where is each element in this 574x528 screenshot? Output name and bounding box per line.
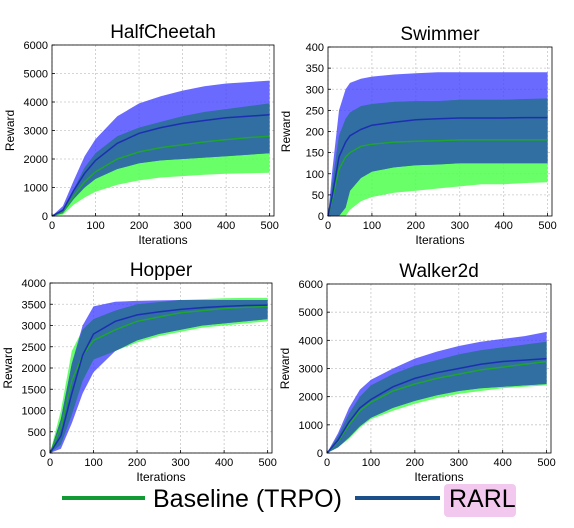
y-axis-label-hopper: Reward <box>1 347 15 388</box>
x-tick-label-swimmer: 0 <box>325 220 331 232</box>
x-axis-label-walker2d: Iterations <box>414 470 463 484</box>
y-tick-label-walker2d: 1000 <box>299 420 323 432</box>
y-tick-label-hopper: 3500 <box>22 299 46 311</box>
x-tick-label-hopper: 500 <box>258 457 276 469</box>
series-line-baseline-hopper <box>49 305 268 454</box>
y-tick-label-halfcheetah: 1000 <box>24 183 48 195</box>
x-tick-label-walker2d: 0 <box>324 457 330 469</box>
x-axis-label-swimmer: Iterations <box>415 233 464 247</box>
x-tick-label-hopper: 400 <box>215 457 233 469</box>
band-overlap-hopper <box>50 300 268 453</box>
y-tick-label-hopper: 2000 <box>22 363 46 375</box>
panel-title-hopper: Hopper <box>130 260 193 281</box>
x-axis-label-hopper: Iterations <box>136 470 185 484</box>
y-tick-label-halfcheetah: 6000 <box>24 40 48 52</box>
panel-title-swimmer: Swimmer <box>400 24 480 45</box>
y-tick-label-swimmer: 400 <box>306 42 324 54</box>
x-tick-label-halfcheetah: 0 <box>49 220 55 232</box>
band-overlap-swimmer <box>328 98 548 216</box>
series-line-baseline-swimmer <box>327 139 548 217</box>
series-line-rarl-hopper <box>49 304 268 454</box>
panel-walker2d: 0 100 200 300 400 500010002000300040005000600… <box>278 261 556 484</box>
y-tick-label-swimmer: 150 <box>306 148 324 160</box>
x-axis-label-halfcheetah: Iterations <box>138 233 187 247</box>
series-line-baseline-halfcheetah <box>51 135 270 217</box>
x-tick-label-hopper: 300 <box>171 457 189 469</box>
series-line-rarl-halfcheetah <box>51 114 270 217</box>
x-tick-label-walker2d: 300 <box>450 457 468 469</box>
y-tick-label-hopper: 500 <box>28 427 46 439</box>
x-tick-label-halfcheetah: 100 <box>86 220 104 232</box>
panel-title-walker2d: Walker2d <box>399 261 479 282</box>
x-tick-label-halfcheetah: 300 <box>173 220 191 232</box>
x-tick-label-halfcheetah: 400 <box>217 220 235 232</box>
y-tick-label-walker2d: 3000 <box>299 364 323 376</box>
y-tick-label-swimmer: 0 <box>318 211 324 223</box>
panel-swimmer: 0 100 200 300 400 500 0 50 100 150 200 250 300 350 400… <box>279 24 557 247</box>
y-tick-label-walker2d: 6000 <box>299 279 323 291</box>
y-axis-label-swimmer: Reward <box>279 111 293 152</box>
x-tick-label-swimmer: 400 <box>495 220 513 232</box>
y-tick-label-halfcheetah: 2000 <box>24 154 48 166</box>
band-overlap-halfcheetah <box>52 103 270 216</box>
x-tick-label-halfcheetah: 500 <box>260 220 278 232</box>
x-tick-label-swimmer: 300 <box>451 220 469 232</box>
y-tick-label-swimmer: 350 <box>306 63 324 75</box>
x-tick-label-walker2d: 400 <box>494 457 512 469</box>
y-tick-label-walker2d: 5000 <box>299 307 323 319</box>
y-tick-label-swimmer: 250 <box>306 105 324 117</box>
y-tick-label-halfcheetah: 0 <box>42 211 48 223</box>
legend-rarl-label: RARL <box>449 485 516 513</box>
series-line-baseline-walker2d <box>326 360 547 454</box>
series-line-rarl-swimmer <box>327 116 548 217</box>
panel-hopper: 0 100 200 300 400 500 0 500 1000 1500 2000 2500 3000… <box>1 260 277 484</box>
y-tick-label-hopper: 3000 <box>22 321 46 333</box>
y-axis-label-halfcheetah: Reward <box>3 110 17 151</box>
x-tick-label-hopper: 0 <box>47 457 53 469</box>
x-tick-label-hopper: 200 <box>128 457 146 469</box>
legend-baseline-label: Baseline (TRPO) <box>153 485 342 513</box>
x-tick-label-hopper: 100 <box>84 457 102 469</box>
y-tick-label-halfcheetah: 3000 <box>24 126 48 138</box>
x-tick-label-walker2d: 100 <box>362 457 380 469</box>
y-tick-label-hopper: 1500 <box>22 384 46 396</box>
y-tick-label-hopper: 2500 <box>22 342 46 354</box>
legend: Baseline (TRPO) RARL <box>62 484 516 517</box>
y-tick-label-swimmer: 300 <box>306 84 324 96</box>
x-tick-label-swimmer: 200 <box>407 220 425 232</box>
panel-halfcheetah: 0 100 200 300 400 500010002000300040005000600… <box>3 22 279 247</box>
y-tick-label-swimmer: 50 <box>312 190 324 202</box>
panels: 0 100 200 300 400 500010002000300040005000600… <box>1 22 557 484</box>
x-tick-label-halfcheetah: 200 <box>130 220 148 232</box>
y-tick-label-walker2d: 2000 <box>299 392 323 404</box>
y-axis-label-walker2d: Reward <box>278 348 292 389</box>
y-tick-label-hopper: 0 <box>40 448 46 460</box>
band-overlap-walker2d <box>327 341 547 453</box>
panel-title-halfcheetah: HalfCheetah <box>110 22 216 43</box>
legend-rarl-highlight <box>444 484 516 517</box>
series-line-rarl-walker2d <box>326 357 547 454</box>
x-tick-label-walker2d: 500 <box>537 457 555 469</box>
y-tick-label-walker2d: 4000 <box>299 335 323 347</box>
y-tick-label-halfcheetah: 5000 <box>24 69 48 81</box>
y-tick-label-halfcheetah: 4000 <box>24 97 48 109</box>
y-tick-label-swimmer: 100 <box>306 169 324 181</box>
x-tick-label-swimmer: 500 <box>538 220 556 232</box>
x-tick-label-swimmer: 100 <box>363 220 381 232</box>
y-tick-label-hopper: 4000 <box>22 278 46 290</box>
y-tick-label-hopper: 1000 <box>22 406 46 418</box>
x-tick-label-walker2d: 200 <box>406 457 424 469</box>
y-tick-label-walker2d: 0 <box>317 448 323 460</box>
y-tick-label-swimmer: 200 <box>306 127 324 139</box>
